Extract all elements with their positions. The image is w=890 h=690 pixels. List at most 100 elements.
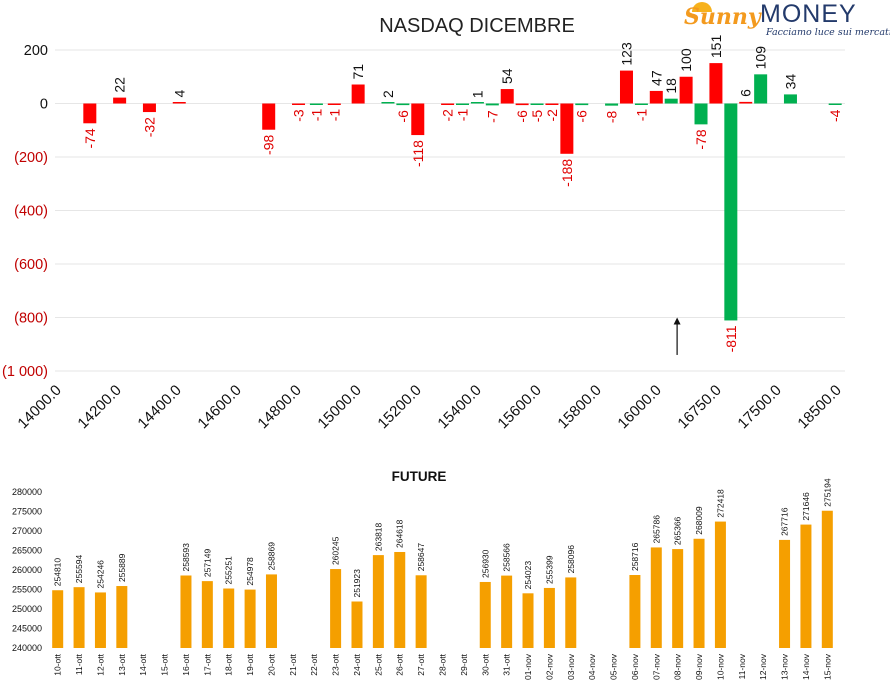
future-bar [714, 521, 726, 648]
future-x-tick-label: 25-ott [373, 653, 383, 675]
bar [634, 103, 648, 105]
future-bar [265, 574, 277, 648]
bar [381, 102, 395, 104]
future-x-tick-label: 07-nov [651, 653, 661, 680]
future-bar-value-label: 267716 [780, 507, 790, 536]
bar [754, 74, 768, 104]
bar [709, 63, 723, 104]
bar-value-label: -1 [326, 109, 342, 122]
bar [292, 103, 306, 105]
bar-value-label: -2 [544, 109, 560, 122]
x-tick-label: 15800.0 [554, 382, 604, 432]
future-x-tick-label: 06-nov [630, 653, 640, 680]
future-x-tick-label: 24-ott [352, 653, 362, 675]
y-tick-label: (600) [14, 257, 48, 273]
bar-value-label: -3 [291, 109, 307, 122]
bar [309, 103, 323, 105]
logo-tagline: Facciamo luce sui mercati [766, 27, 890, 38]
future-bar [522, 593, 534, 648]
y-tick-label: 0 [40, 97, 48, 113]
sunny-money-logo: Sunny MONEY Facciamo luce sui mercati [678, 0, 890, 44]
bar-value-label: -7 [484, 110, 500, 123]
bar-value-label: 2 [380, 90, 396, 98]
future-x-tick-label: 15-ott [160, 653, 170, 675]
future-bar-value-label: 258716 [630, 542, 640, 571]
future-bar-value-label: 271646 [801, 492, 811, 521]
bar [679, 76, 693, 104]
bar [545, 103, 559, 105]
x-tick-label: 15600.0 [494, 382, 544, 432]
bar [396, 103, 410, 106]
bar-value-label: -1 [308, 109, 324, 122]
bar [828, 103, 842, 105]
future-x-tick-label: 18-ott [224, 653, 234, 675]
bar [783, 94, 797, 104]
future-x-tick-label: 28-ott [438, 653, 448, 675]
bar-value-label: -6 [395, 110, 411, 123]
x-tick-label: 14000.0 [14, 382, 64, 432]
future-bar-value-label: 254023 [523, 561, 533, 590]
future-bar [180, 575, 192, 648]
future-x-tick-label: 19-ott [245, 653, 255, 675]
bar [485, 103, 499, 106]
future-bar [94, 592, 106, 648]
future-bar [201, 581, 213, 648]
bar-value-label: -6 [514, 110, 530, 123]
bar-value-label: 34 [782, 74, 798, 90]
future-y-tick-label: 255000 [12, 585, 42, 595]
future-bar-value-label: 258593 [181, 543, 191, 572]
bar-value-label: -5 [529, 110, 545, 123]
bar-value-label: 18 [663, 78, 679, 94]
bar-value-label: 123 [618, 42, 634, 66]
future-bar [779, 539, 791, 648]
bar-value-label: -118 [410, 140, 426, 167]
bar-value-label: -2 [440, 109, 456, 122]
bar [172, 102, 186, 104]
bar-value-label: -6 [574, 110, 590, 123]
future-x-tick-label: 15-nov [822, 653, 832, 680]
future-bar-value-label: 255251 [224, 556, 234, 585]
bar-value-label: 109 [753, 46, 769, 70]
y-tick-label: 200 [24, 43, 48, 59]
bar [605, 103, 619, 106]
future-bar-value-label: 264618 [395, 519, 405, 548]
future-bar-value-label: 255889 [117, 553, 127, 582]
future-bar [800, 524, 812, 648]
future-bar [672, 549, 684, 648]
nasdaq-dicembre-chart: NASDAQ DICEMBRE 200 0 (200) (400) (600) (800) (… [2, 15, 845, 432]
chart-title: NASDAQ DICEMBRE [379, 15, 575, 37]
future-x-tick-label: 14-ott [138, 653, 148, 675]
bar [575, 103, 589, 106]
x-tick-label: 16750.0 [674, 382, 724, 432]
future-bar [629, 575, 641, 648]
bar-value-label: -188 [559, 159, 575, 187]
future-bar-value-label: 251923 [352, 569, 362, 598]
bar [724, 103, 738, 321]
future-bar-value-label: 268009 [694, 506, 704, 535]
future-bar [821, 510, 833, 648]
future-bar-value-label: 254246 [95, 560, 105, 589]
logo-script-text: Sunny [684, 4, 761, 30]
future-x-tick-label: 13-ott [117, 653, 127, 675]
x-tick-label: 14400.0 [134, 382, 184, 432]
x-tick-label: 14200.0 [74, 382, 124, 432]
x-tick-label: 15000.0 [314, 382, 364, 432]
future-x-tick-label: 17-ott [202, 653, 212, 675]
future-x-tick-label: 20-ott [266, 653, 276, 675]
future-bar [543, 587, 555, 648]
bar [83, 103, 97, 124]
x-tick-label: 14800.0 [254, 382, 304, 432]
bar [142, 103, 156, 113]
future-x-tick-label: 02-nov [544, 653, 554, 680]
bar-value-label: -8 [604, 110, 620, 123]
future-x-tick-label: 12-nov [758, 653, 768, 680]
future-y-tick-label: 270000 [12, 526, 42, 536]
x-tick-label: 18500.0 [794, 382, 844, 432]
future-x-tick-label: 03-nov [566, 653, 576, 680]
future-bar-value-label: 263818 [373, 522, 383, 551]
future-x-tick-label: 27-ott [416, 653, 426, 675]
bar-value-label: -4 [827, 109, 843, 122]
bar [500, 89, 514, 104]
future-x-tick-label: 01-nov [523, 653, 533, 680]
bar [351, 84, 365, 104]
